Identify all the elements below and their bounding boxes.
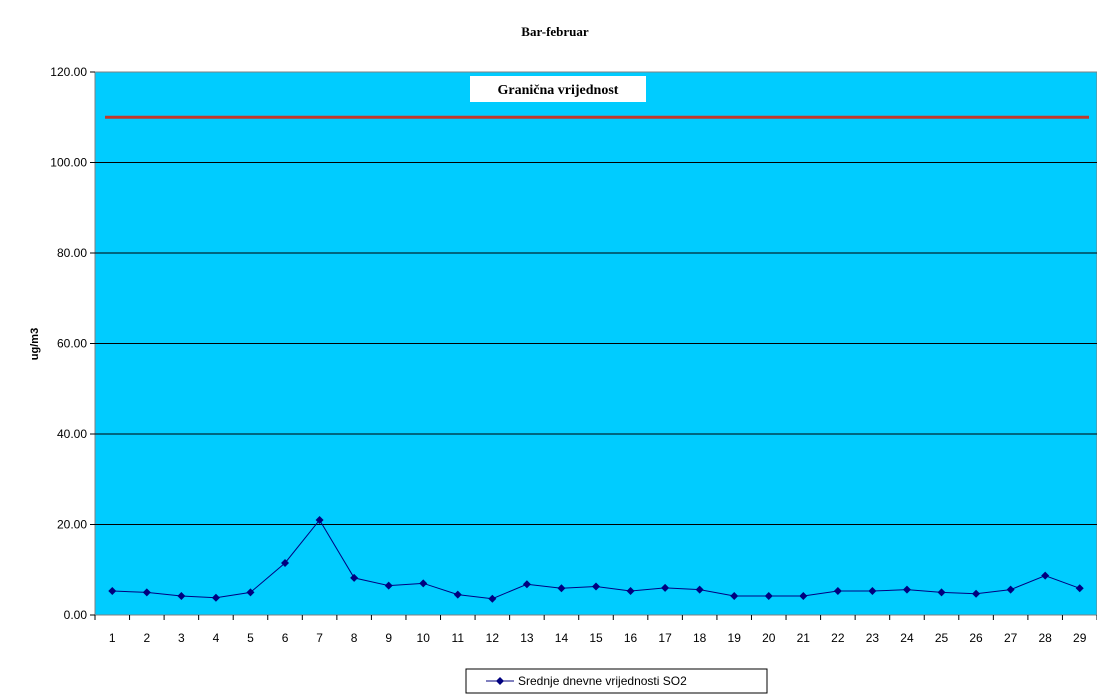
- x-tick-label: 19: [728, 631, 742, 645]
- data-point: [592, 582, 600, 591]
- y-tick-label: 120.00: [50, 65, 87, 79]
- x-tick-label: 11: [452, 631, 465, 645]
- y-tick-label: 100.00: [50, 156, 87, 170]
- data-point: [177, 591, 186, 600]
- data-point: [350, 573, 359, 582]
- data-point: [972, 589, 981, 598]
- data-point: [833, 587, 842, 596]
- x-tick-label: 15: [589, 631, 603, 645]
- data-point: [108, 587, 117, 596]
- y-tick-label: 80.00: [57, 246, 87, 260]
- data-point: [557, 584, 566, 593]
- data-point: [626, 587, 635, 596]
- x-tick-label: 4: [213, 631, 220, 645]
- y-tick-label: 40.00: [57, 427, 87, 441]
- data-point: [902, 585, 911, 594]
- data-point: [246, 588, 255, 597]
- data-point: [1006, 585, 1015, 594]
- data-point: [281, 558, 290, 567]
- data-point: [419, 579, 428, 588]
- x-tick-label: 21: [797, 631, 811, 645]
- x-tick-label: 14: [555, 631, 569, 645]
- x-tick-label: 5: [247, 631, 254, 645]
- x-tick-label: 18: [693, 631, 707, 645]
- data-point: [799, 591, 808, 600]
- data-point: [661, 583, 670, 592]
- data-point: [142, 588, 151, 597]
- x-tick-label: 6: [282, 631, 289, 645]
- legend-marker: [496, 677, 504, 685]
- data-point: [488, 594, 497, 603]
- data-point: [384, 581, 393, 590]
- legend: Srednje dnevne vrijednosti SO2: [465, 668, 768, 694]
- data-point: [764, 591, 773, 600]
- data-point: [522, 580, 531, 589]
- x-tick-label: 26: [969, 631, 983, 645]
- x-tick-label: 7: [316, 631, 323, 645]
- x-tick-label: 20: [762, 631, 776, 645]
- x-tick-label: 1: [109, 631, 116, 645]
- x-tick-label: 17: [658, 631, 672, 645]
- gridlines: [95, 162, 1097, 525]
- data-point: [315, 515, 324, 524]
- x-tick-label: 23: [866, 631, 880, 645]
- y-axis-label: ug/m3: [29, 328, 41, 360]
- data-point: [730, 591, 739, 600]
- x-tick-label: 24: [900, 631, 914, 645]
- y-tick-label: 20.00: [57, 518, 87, 532]
- x-tick-label: 29: [1073, 631, 1087, 645]
- x-tick-label: 22: [831, 631, 845, 645]
- y-tick-label: 0.00: [64, 608, 88, 622]
- x-tick-label: 16: [624, 631, 638, 645]
- x-tick-label: 27: [1004, 631, 1018, 645]
- x-tick-label: 3: [178, 631, 185, 645]
- x-axis-ticks: 1 2 3 4 5 6 7 8 9 10 11 12 13 14 15 16 17 18 19 20 21 22 23 24 2…: [94, 615, 1097, 645]
- x-tick-label: 13: [520, 631, 534, 645]
- x-tick-label: 12: [486, 631, 500, 645]
- series-so2: [108, 515, 1084, 603]
- x-tick-label: 28: [1038, 631, 1052, 645]
- data-point: [695, 585, 704, 594]
- x-tick-label: 9: [385, 631, 392, 645]
- y-tick-label: 60.00: [57, 337, 87, 351]
- threshold-label: Granična vrijednost: [498, 83, 619, 98]
- threshold-label-box: [470, 76, 646, 102]
- data-point: [211, 593, 220, 602]
- data-point: [453, 590, 462, 599]
- data-point: [868, 587, 877, 596]
- legend-box: [465, 668, 768, 694]
- data-point: [1041, 571, 1050, 580]
- chart-title: Bar-februar: [521, 24, 589, 39]
- data-point: [1075, 584, 1084, 593]
- x-tick-label: 10: [417, 631, 431, 645]
- x-tick-label: 2: [143, 631, 150, 645]
- legend-label: Srednje dnevne vrijednosti SO2: [518, 674, 687, 688]
- y-axis-ticks: 0.00 20.00 40.00 60.00 80.00 100.00 120.00: [50, 65, 95, 622]
- data-point: [937, 588, 946, 597]
- x-tick-label: 8: [351, 631, 358, 645]
- x-tick-label: 25: [935, 631, 949, 645]
